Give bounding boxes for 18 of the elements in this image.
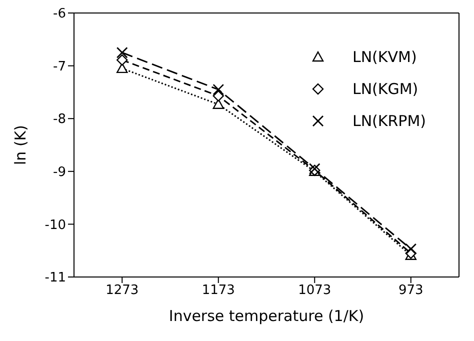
y-tick-label: -11 xyxy=(44,270,66,286)
legend-label: LN(KGM) xyxy=(352,80,418,98)
x-axis-title: Inverse temperature (1/K) xyxy=(168,307,364,325)
legend-label: LN(KRPM) xyxy=(352,112,426,130)
x-tick-label: 1073 xyxy=(298,283,332,298)
x-tick-label: 973 xyxy=(398,283,424,298)
y-tick-label: -9 xyxy=(53,165,66,180)
x-tick-label: 1173 xyxy=(202,283,235,298)
legend-label: LN(KVM) xyxy=(352,48,417,66)
y-tick-label: -10 xyxy=(44,218,66,233)
y-tick-label: -6 xyxy=(53,6,66,22)
y-tick-label: -7 xyxy=(53,59,66,74)
y-tick-label: -8 xyxy=(53,112,66,128)
y-axis-title: ln (K) xyxy=(11,125,30,165)
point xyxy=(212,90,224,102)
point xyxy=(212,98,224,109)
point xyxy=(116,54,128,66)
x-tick-label: 1273 xyxy=(106,283,139,298)
